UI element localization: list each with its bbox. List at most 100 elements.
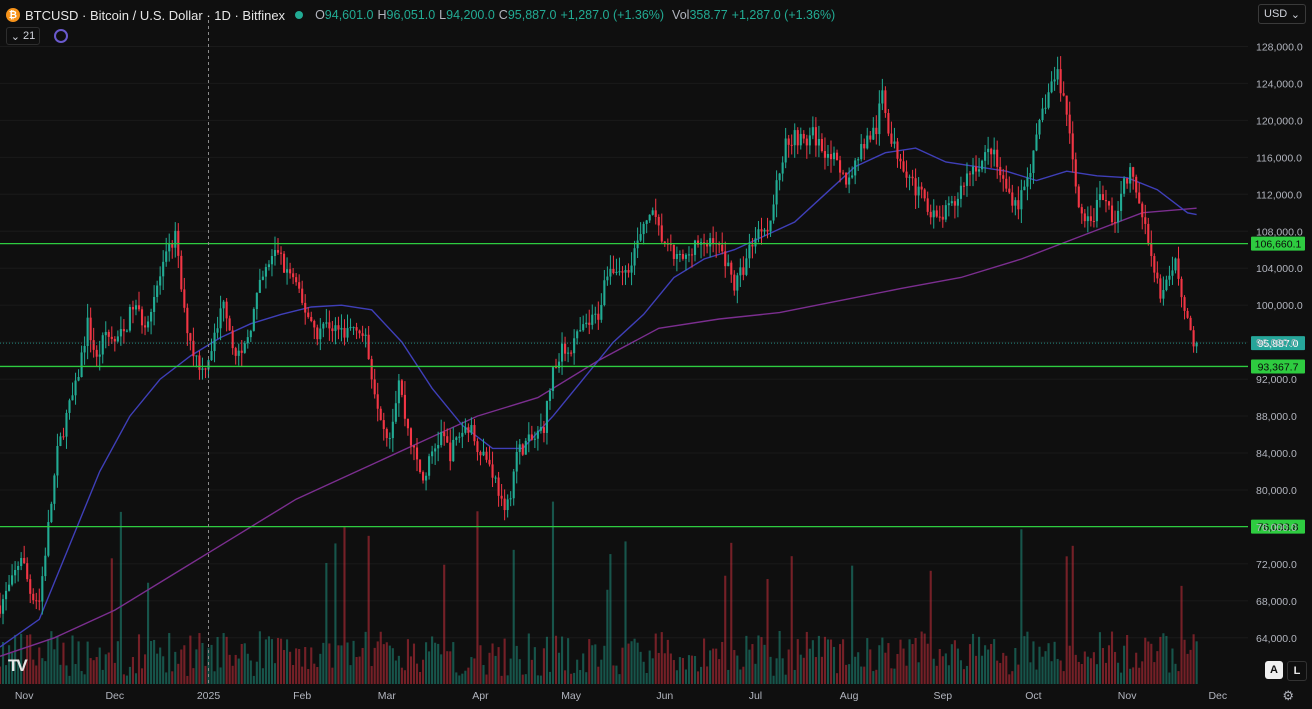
candle-body [524,440,527,455]
volume-bar [276,637,280,684]
symbol-title[interactable]: BTCUSD · Bitcoin / U.S. Dollar · 1D · Bi… [25,7,286,23]
volume-bar [811,640,814,684]
volume-bar [926,643,929,684]
volume-bar [473,658,476,684]
candle-body [745,258,748,275]
volume-bar [279,638,283,684]
candle-body [89,317,92,341]
volume-bar [394,660,397,684]
volume-bar [696,671,700,684]
volume-bar [446,651,449,684]
volume-bar [648,650,651,684]
candle-body [409,428,413,446]
volume-bar [772,675,775,684]
candle-body [932,210,935,218]
market-status-icon [295,11,304,19]
volume-bar [618,674,621,684]
candle-body [1195,343,1198,347]
volume-bar [560,636,564,684]
candle-body [62,436,65,438]
volume-bar [585,672,588,684]
price-tick-label: 112,000.0 [1256,189,1302,201]
candle-body [1062,93,1065,96]
candle-body [216,328,219,333]
log-scale-button[interactable]: L [1287,661,1307,681]
volume-bar [902,648,905,684]
volume-bar [319,653,322,684]
volume-bar [156,653,159,684]
volume-bar [703,638,706,684]
volume-bar [195,649,198,684]
volume-bar [328,643,331,684]
volume-bar [567,638,570,684]
candle-body [1050,81,1053,93]
volume-bar [823,636,827,684]
candle-body [766,229,769,232]
volume-bar [545,636,549,684]
volume-bar [125,675,128,684]
volume-bar [805,631,808,684]
volume-bar [322,642,325,684]
candle-body [978,169,981,172]
candle-body [252,309,255,331]
candle-body [627,269,630,273]
candle-body [573,338,576,354]
candle-body [899,158,902,162]
candle-body [186,307,189,334]
candle-body [588,322,591,325]
candle-body [261,276,264,280]
candle-body [376,394,379,409]
candle-body [431,451,434,457]
volume-bar [551,501,555,684]
candle-body [415,447,419,460]
volume-bar [467,667,470,684]
candle-body [1047,92,1050,108]
horizontal-levels[interactable]: 106,660.1 93,367.7 76,033.8 [0,236,1305,534]
volume-bar [944,653,947,684]
auto-scale-button[interactable]: A [1265,661,1283,679]
candle-body [793,130,796,146]
time-axis[interactable]: Nov Dec 2025 Feb Mar Apr May Jun Jul Aug Sep Oct Nov… [15,690,1227,702]
volume-bar [228,654,231,684]
candle-body [533,438,536,440]
volume-bar [464,670,467,684]
volume-bar [1138,667,1141,684]
candle-body [968,173,972,175]
low-label: L [439,8,447,22]
candle-body [769,220,772,232]
volume-bar [343,527,346,684]
gear-icon[interactable]: ⚙ [1282,688,1294,703]
indicators-toggle-button[interactable]: ⌄ 21 [6,27,40,45]
volume-bar [8,645,11,684]
indicator-icon[interactable] [54,29,68,43]
candle-body [213,332,216,352]
candle-body [521,444,524,455]
volume-bar [953,640,956,684]
volume-bar [1192,634,1195,684]
candle-body [675,254,678,259]
volume-bar [835,673,839,684]
volume-bar [615,665,618,684]
volume-bar [234,654,237,684]
bitcoin-icon: ₿ [6,8,20,22]
candle-body [760,229,763,232]
price-axis[interactable]: 64,000.0 68,000.0 72,000.0 76,000.0 80,000.0… [1256,41,1303,644]
volume-bar [829,639,833,684]
volume-bar [1141,661,1144,684]
volume-bar [542,648,545,684]
volume-bar [412,643,416,684]
volume-bar [367,535,370,684]
candle-body [582,324,585,331]
volume-bar [361,647,364,684]
candle-body [860,144,863,160]
candle-body [494,477,497,479]
volume-bar [80,671,83,684]
price-tick-label: 76,000.0 [1256,522,1297,534]
currency-button[interactable]: USD ⌄ [1258,4,1306,24]
volume-bar [857,652,860,684]
candle-body [947,203,950,206]
volume-bar [660,632,663,684]
volume-bar [781,658,784,684]
volume-bar [292,664,295,684]
